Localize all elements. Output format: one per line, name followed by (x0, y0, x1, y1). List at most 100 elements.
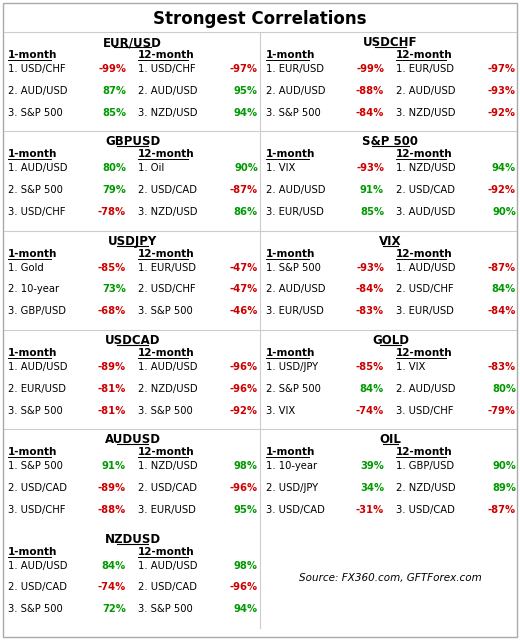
Text: 94%: 94% (234, 604, 258, 614)
Text: 3. S&P 500: 3. S&P 500 (266, 108, 321, 118)
Text: 1. AUD/USD: 1. AUD/USD (138, 362, 197, 372)
Text: -84%: -84% (488, 306, 516, 316)
Text: 1-month: 1-month (8, 249, 57, 259)
Text: 2. USD/CHF: 2. USD/CHF (138, 284, 195, 294)
Text: 1-month: 1-month (266, 249, 315, 259)
Text: 94%: 94% (492, 163, 516, 173)
Text: 3. EUR/USD: 3. EUR/USD (396, 306, 453, 316)
Text: 2. S&P 500: 2. S&P 500 (8, 185, 63, 195)
Text: 3. S&P 500: 3. S&P 500 (8, 108, 63, 118)
Text: 72%: 72% (102, 604, 126, 614)
Text: 95%: 95% (234, 86, 258, 96)
Text: 3. GBP/USD: 3. GBP/USD (8, 306, 66, 316)
Text: 90%: 90% (492, 461, 516, 471)
Text: 2. USD/CAD: 2. USD/CAD (8, 483, 67, 493)
Text: -84%: -84% (356, 284, 384, 294)
Text: 91%: 91% (360, 185, 384, 195)
Text: -47%: -47% (230, 262, 258, 273)
Text: 1. AUD/USD: 1. AUD/USD (396, 262, 455, 273)
Text: Source: FX360.com, GFTForex.com: Source: FX360.com, GFTForex.com (299, 573, 482, 583)
Text: 2. USD/CAD: 2. USD/CAD (138, 582, 197, 593)
Text: 1-month: 1-month (8, 447, 57, 458)
Text: 2. AUD/USD: 2. AUD/USD (266, 185, 326, 195)
Text: 12-month: 12-month (138, 547, 194, 557)
Text: 90%: 90% (234, 163, 258, 173)
Text: -68%: -68% (98, 306, 126, 316)
Text: 2. AUD/USD: 2. AUD/USD (266, 86, 326, 96)
Text: 2. USD/JPY: 2. USD/JPY (266, 483, 318, 493)
Text: 1. Gold: 1. Gold (8, 262, 44, 273)
Text: 1-month: 1-month (8, 50, 57, 60)
Text: 1. USD/CHF: 1. USD/CHF (8, 64, 66, 74)
Text: 73%: 73% (102, 284, 126, 294)
Text: 3. USD/CAD: 3. USD/CAD (396, 505, 454, 515)
Text: 3. NZD/USD: 3. NZD/USD (396, 108, 455, 118)
Text: 3. EUR/USD: 3. EUR/USD (138, 505, 196, 515)
Text: -85%: -85% (356, 362, 384, 372)
Text: 2. AUD/USD: 2. AUD/USD (266, 284, 326, 294)
Text: 12-month: 12-month (138, 348, 194, 358)
Text: 1. S&P 500: 1. S&P 500 (8, 461, 63, 471)
Text: -87%: -87% (488, 262, 516, 273)
Text: 98%: 98% (234, 561, 258, 571)
Text: 1-month: 1-month (8, 149, 57, 159)
Text: 12-month: 12-month (138, 249, 194, 259)
Text: -92%: -92% (230, 406, 258, 415)
Text: -92%: -92% (488, 108, 516, 118)
Text: 34%: 34% (360, 483, 384, 493)
Text: 3. VIX: 3. VIX (266, 406, 295, 415)
Text: 39%: 39% (360, 461, 384, 471)
Text: 80%: 80% (492, 384, 516, 394)
Text: -93%: -93% (356, 262, 384, 273)
Text: 1. AUD/USD: 1. AUD/USD (8, 163, 68, 173)
Text: -96%: -96% (230, 582, 258, 593)
Text: 1. GBP/USD: 1. GBP/USD (396, 461, 454, 471)
Text: 1-month: 1-month (266, 149, 315, 159)
Text: 3. EUR/USD: 3. EUR/USD (266, 306, 324, 316)
Text: 87%: 87% (102, 86, 126, 96)
Text: 84%: 84% (102, 561, 126, 571)
Text: -46%: -46% (230, 306, 258, 316)
Text: -99%: -99% (356, 64, 384, 74)
Text: 3. USD/CHF: 3. USD/CHF (8, 505, 66, 515)
Text: 1. Oil: 1. Oil (138, 163, 164, 173)
Text: 85%: 85% (360, 207, 384, 217)
FancyBboxPatch shape (3, 3, 517, 637)
Text: 1-month: 1-month (8, 348, 57, 358)
Text: 1. EUR/USD: 1. EUR/USD (138, 262, 196, 273)
Text: GBPUSD: GBPUSD (105, 135, 160, 148)
Text: 2. S&P 500: 2. S&P 500 (266, 384, 321, 394)
Text: 1. NZD/USD: 1. NZD/USD (396, 163, 455, 173)
Text: 2. USD/CAD: 2. USD/CAD (396, 185, 454, 195)
Text: -89%: -89% (98, 483, 126, 493)
Text: 2. AUD/USD: 2. AUD/USD (8, 86, 68, 96)
Text: 1-month: 1-month (266, 447, 315, 458)
Text: 2. EUR/USD: 2. EUR/USD (8, 384, 66, 394)
Text: 84%: 84% (360, 384, 384, 394)
Text: -78%: -78% (98, 207, 126, 217)
Text: 1. AUD/USD: 1. AUD/USD (138, 561, 197, 571)
Text: 3. AUD/USD: 3. AUD/USD (396, 207, 455, 217)
Text: 1. S&P 500: 1. S&P 500 (266, 262, 321, 273)
Text: -47%: -47% (230, 284, 258, 294)
Text: 3. S&P 500: 3. S&P 500 (138, 306, 192, 316)
Text: 3. S&P 500: 3. S&P 500 (8, 604, 63, 614)
Text: 2. AUD/USD: 2. AUD/USD (396, 86, 455, 96)
Text: 12-month: 12-month (396, 50, 452, 60)
Text: 2. 10-year: 2. 10-year (8, 284, 59, 294)
Text: 12-month: 12-month (396, 348, 452, 358)
Text: 1. USD/JPY: 1. USD/JPY (266, 362, 318, 372)
Text: -93%: -93% (356, 163, 384, 173)
Text: 12-month: 12-month (396, 149, 452, 159)
Text: 2. AUD/USD: 2. AUD/USD (396, 384, 455, 394)
Text: 1. AUD/USD: 1. AUD/USD (8, 362, 68, 372)
Text: Strongest Correlations: Strongest Correlations (153, 10, 367, 28)
Text: -81%: -81% (98, 384, 126, 394)
Text: -81%: -81% (98, 406, 126, 415)
Text: 1. VIX: 1. VIX (396, 362, 425, 372)
Text: 84%: 84% (492, 284, 516, 294)
Text: 3. S&P 500: 3. S&P 500 (8, 406, 63, 415)
Text: 95%: 95% (234, 505, 258, 515)
Text: EUR/USD: EUR/USD (103, 36, 162, 49)
Text: -96%: -96% (230, 384, 258, 394)
